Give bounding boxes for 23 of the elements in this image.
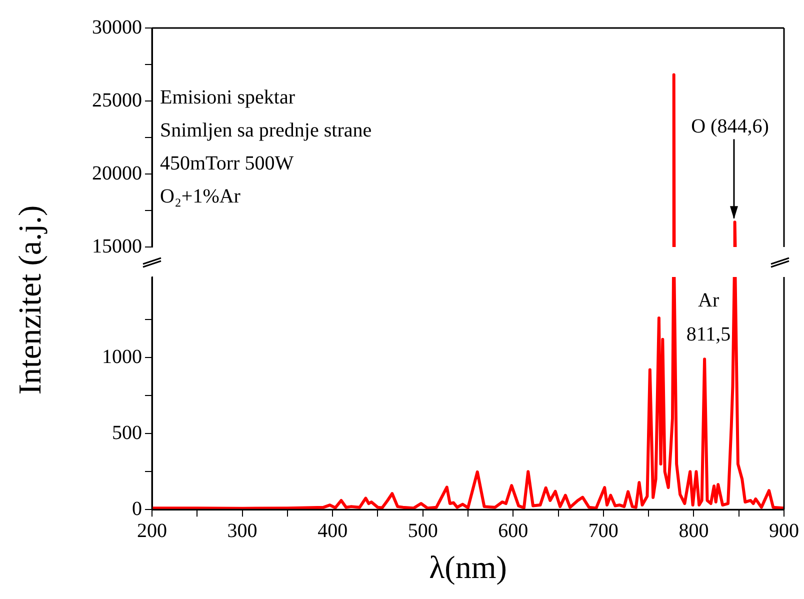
x-axis-title: λ(nm) [429,549,507,586]
annotation: O (844,6) [691,115,769,138]
x-tick-label: 200 [137,520,167,542]
annotation: 450mTorr 500W [160,152,294,174]
y-tick-label: 0 [132,498,142,520]
x-tick-label: 700 [588,520,618,542]
annotation: Ar 811,5 [686,289,731,346]
x-tick-label: 500 [408,520,438,542]
x-tick-label: 300 [227,520,258,542]
y-tick-label: 500 [112,422,142,444]
x-tick-label: 400 [318,520,348,542]
y-axis-title: Intenzitet (a.j.) [12,205,48,395]
y-tick-label: 30000 [92,16,142,38]
x-tick-label: 600 [498,520,528,542]
y-tick-label: 15000 [92,235,142,258]
x-tick-label: 800 [678,520,709,542]
y-tick-label: 1000 [102,346,142,368]
annotation: Snimljen sa prednje strane [160,119,372,142]
y-tick-label: 25000 [92,89,142,112]
annotation: O₂+1%Ar [160,185,241,208]
x-tick-label: 900 [769,520,799,542]
annotation: Emisioni spektar [160,86,296,108]
y-tick-label: 20000 [92,162,142,184]
